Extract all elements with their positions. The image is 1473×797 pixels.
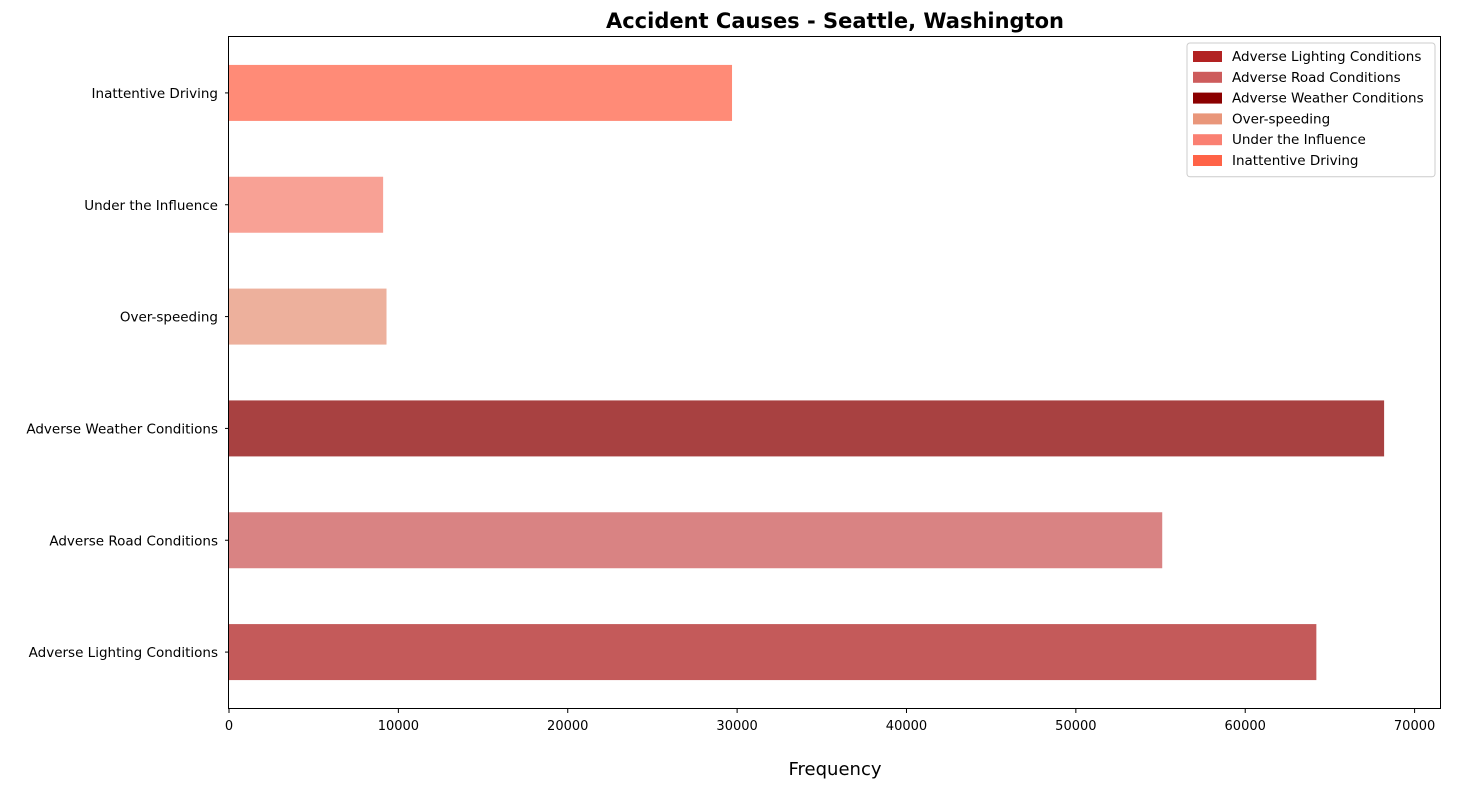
legend: Adverse Lighting Conditions Adverse Road … [1186, 42, 1436, 178]
y-tick-label-adverse-road-conditions: Adverse Road Conditions [49, 533, 218, 549]
x-tick-label: 70000 [1394, 719, 1435, 734]
legend-swatch-adverse-lighting-conditions [1193, 51, 1222, 62]
y-tick-label-inattentive-driving: Inattentive Driving [92, 86, 218, 102]
legend-swatch-inattentive-driving [1193, 155, 1222, 166]
x-tick-label: 0 [225, 719, 233, 734]
bar-under-the-influence [229, 176, 384, 233]
bar-over-speeding [229, 288, 387, 345]
y-tick-label-over-speeding: Over-speeding [120, 310, 218, 326]
legend-label-inattentive-driving: Inattentive Driving [1232, 153, 1358, 169]
x-tick-label: 50000 [1055, 719, 1096, 734]
x-tick-label: 20000 [547, 719, 588, 734]
legend-label-adverse-road-conditions: Adverse Road Conditions [1232, 70, 1401, 86]
bar-adverse-road-conditions [229, 512, 1163, 569]
chart-title: Accident Causes - Seattle, Washington [606, 9, 1064, 33]
bars-layer [229, 64, 1385, 681]
legend-swatch-over-speeding [1193, 113, 1222, 125]
x-tick-label: 10000 [378, 719, 419, 734]
legend-swatch-adverse-road-conditions [1193, 71, 1222, 83]
y-tick-label-adverse-lighting-conditions: Adverse Lighting Conditions [29, 645, 218, 661]
legend-swatch-adverse-weather-conditions [1193, 92, 1222, 104]
legend-box [1186, 42, 1436, 178]
plot-frame [228, 36, 1441, 709]
x-tick-label: 40000 [886, 719, 927, 734]
bar-adverse-weather-conditions [229, 400, 1385, 457]
legend-label-over-speeding: Over-speeding [1232, 111, 1330, 127]
legend-label-adverse-lighting-conditions: Adverse Lighting Conditions [1232, 49, 1421, 65]
x-axis-label: Frequency [789, 759, 882, 780]
legend-label-adverse-weather-conditions: Adverse Weather Conditions [1232, 91, 1424, 107]
legend-label-under-the-influence: Under the Influence [1232, 132, 1366, 148]
x-tick-label: 30000 [716, 719, 757, 734]
x-axis-ticks: 0 10000 20000 30000 40000 50000 60000 70000 [225, 708, 1435, 734]
y-tick-label-under-the-influence: Under the Influence [84, 198, 218, 214]
x-tick-label: 60000 [1225, 719, 1266, 734]
legend-swatch-under-the-influence [1193, 134, 1222, 146]
y-axis-ticks: Adverse Lighting Conditions Adverse Road … [26, 86, 229, 661]
y-tick-label-adverse-weather-conditions: Adverse Weather Conditions [26, 421, 218, 437]
bar-inattentive-driving [229, 64, 733, 121]
bar-adverse-lighting-conditions [229, 624, 1317, 681]
